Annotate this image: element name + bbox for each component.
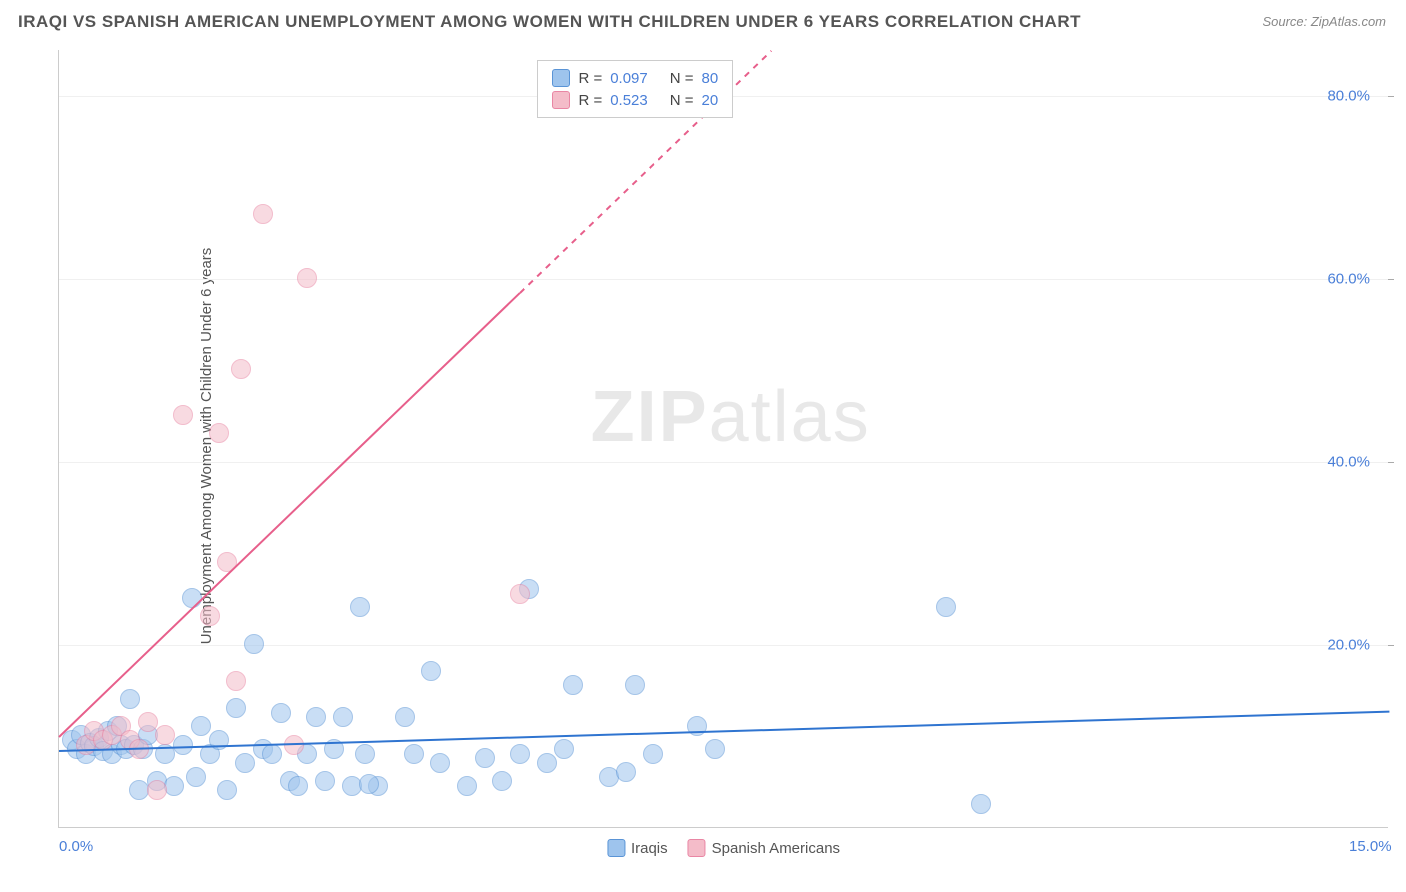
gridline [59, 462, 1388, 463]
source-label: Source: ZipAtlas.com [1262, 14, 1386, 29]
scatter-point [430, 753, 450, 773]
legend-swatch [688, 839, 706, 857]
y-tick-label: 40.0% [1327, 453, 1370, 470]
legend-swatch [607, 839, 625, 857]
watermark: ZIPatlas [591, 376, 871, 458]
series-legend: Iraqis Spanish Americans [607, 839, 840, 857]
scatter-point [209, 423, 229, 443]
scatter-point [120, 689, 140, 709]
scatter-point [164, 776, 184, 796]
scatter-point [625, 675, 645, 695]
scatter-point [147, 780, 167, 800]
scatter-point [186, 767, 206, 787]
stats-legend: R = 0.097N = 80R = 0.523N = 20 [537, 60, 733, 118]
scatter-point [226, 671, 246, 691]
stats-legend-row: R = 0.523N = 20 [552, 89, 718, 111]
scatter-point [253, 204, 273, 224]
chart-title: IRAQI VS SPANISH AMERICAN UNEMPLOYMENT A… [18, 12, 1081, 32]
scatter-point [226, 698, 246, 718]
scatter-point [395, 707, 415, 727]
scatter-point [271, 703, 291, 723]
scatter-point [333, 707, 353, 727]
legend-swatch [552, 69, 570, 87]
scatter-point [173, 405, 193, 425]
scatter-point [138, 712, 158, 732]
scatter-point [297, 268, 317, 288]
scatter-point [244, 634, 264, 654]
scatter-point [643, 744, 663, 764]
scatter-point [200, 606, 220, 626]
legend-item: Spanish Americans [688, 839, 840, 857]
scatter-point [306, 707, 326, 727]
stats-legend-row: R = 0.097N = 80 [552, 67, 718, 89]
scatter-point [155, 725, 175, 745]
scatter-point [616, 762, 636, 782]
legend-item: Iraqis [607, 839, 668, 857]
scatter-point [355, 744, 375, 764]
scatter-point [359, 774, 379, 794]
scatter-point [421, 661, 441, 681]
scatter-point [404, 744, 424, 764]
scatter-point [554, 739, 574, 759]
scatter-point [510, 744, 530, 764]
scatter-point [936, 597, 956, 617]
scatter-point [231, 359, 251, 379]
scatter-point [182, 588, 202, 608]
scatter-point [235, 753, 255, 773]
scatter-point [510, 584, 530, 604]
y-tick-label: 80.0% [1327, 87, 1370, 104]
scatter-point [288, 776, 308, 796]
scatter-point [537, 753, 557, 773]
scatter-point [563, 675, 583, 695]
y-tick-label: 20.0% [1327, 636, 1370, 653]
scatter-point [492, 771, 512, 791]
chart-plot-area: ZIPatlas 20.0%40.0%60.0%80.0%0.0%15.0%R … [58, 50, 1388, 828]
scatter-point [173, 735, 193, 755]
scatter-point [687, 716, 707, 736]
x-tick-label: 0.0% [59, 838, 93, 855]
scatter-point [457, 776, 477, 796]
trend-line [58, 293, 520, 739]
scatter-point [262, 744, 282, 764]
scatter-point [705, 739, 725, 759]
scatter-point [971, 794, 991, 814]
scatter-point [475, 748, 495, 768]
scatter-point [217, 780, 237, 800]
scatter-point [350, 597, 370, 617]
x-tick-label: 15.0% [1349, 838, 1392, 855]
scatter-point [191, 716, 211, 736]
y-tick-label: 60.0% [1327, 270, 1370, 287]
scatter-point [315, 771, 335, 791]
legend-swatch [552, 91, 570, 109]
gridline [59, 279, 1388, 280]
